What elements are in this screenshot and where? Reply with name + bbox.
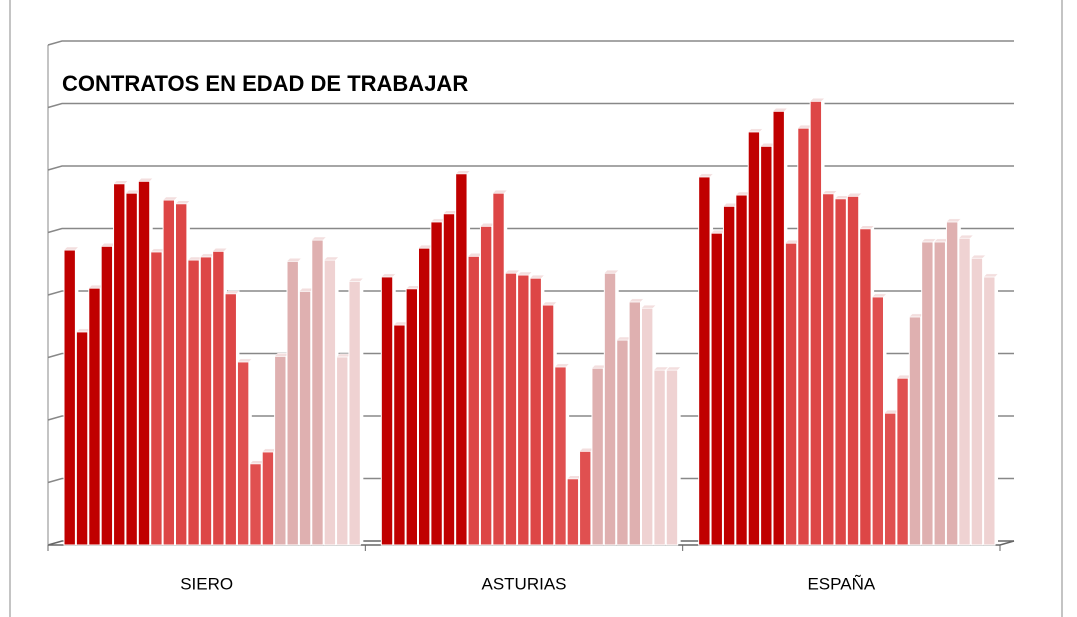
bar	[541, 304, 555, 546]
bar	[983, 276, 996, 546]
bar	[554, 366, 567, 546]
bar	[908, 316, 922, 546]
bar	[603, 272, 617, 546]
bar	[137, 180, 151, 546]
bar	[393, 324, 406, 546]
bar	[199, 256, 213, 546]
bar-side	[995, 273, 998, 545]
bar	[846, 195, 860, 546]
bar	[405, 288, 419, 546]
x-tick-label: ESPAÑA	[807, 574, 875, 593]
bar	[735, 194, 748, 546]
bar	[150, 251, 163, 546]
bar-side	[677, 367, 681, 545]
bar	[236, 361, 250, 546]
bar	[747, 131, 761, 546]
bar	[722, 205, 736, 546]
bar	[430, 221, 443, 546]
bar	[442, 213, 456, 546]
bar	[63, 249, 76, 546]
bar	[529, 277, 542, 546]
bar	[348, 280, 361, 546]
bar	[710, 232, 723, 546]
bar	[286, 260, 299, 546]
bar-side	[360, 278, 364, 545]
bar	[517, 274, 530, 546]
bar	[566, 478, 580, 546]
bar	[616, 339, 629, 546]
bar	[784, 242, 798, 546]
bar	[760, 145, 773, 546]
grid-line	[47, 165, 1014, 171]
bar	[261, 451, 275, 546]
bar	[323, 259, 337, 546]
bar	[896, 377, 909, 546]
bar	[579, 450, 592, 546]
bar	[628, 301, 641, 546]
bar	[455, 173, 468, 546]
bar	[249, 463, 262, 546]
bar	[88, 287, 101, 546]
chart-title: CONTRATOS EN EDAD DE TRABAJAR	[62, 71, 468, 96]
bar	[871, 296, 884, 546]
grid-line	[47, 40, 1014, 46]
bar	[504, 272, 518, 546]
grid-line	[47, 290, 1014, 296]
bar	[100, 245, 114, 546]
x-tick-label: ASTURIAS	[481, 574, 566, 593]
bar	[884, 412, 897, 546]
bar	[380, 276, 394, 546]
grid-line	[47, 102, 1014, 109]
bar	[641, 307, 654, 546]
bar	[162, 199, 176, 546]
grid-line	[47, 352, 1014, 359]
bar	[125, 192, 138, 546]
bar	[822, 193, 835, 546]
bar	[859, 228, 872, 546]
bar	[772, 110, 785, 546]
bar	[797, 127, 810, 546]
bar	[665, 369, 679, 546]
bar	[698, 176, 711, 546]
bar	[336, 356, 349, 546]
bar	[274, 355, 287, 546]
grid-line	[47, 227, 1014, 234]
bar	[921, 241, 934, 546]
bar	[175, 203, 188, 546]
bar	[418, 247, 431, 546]
bar	[653, 369, 666, 546]
x-tick-label: SIERO	[180, 574, 233, 593]
grid-line	[47, 477, 1014, 484]
bar	[492, 192, 505, 546]
bar	[933, 241, 946, 546]
bar	[467, 255, 480, 546]
bar	[113, 183, 126, 546]
bar	[945, 221, 959, 546]
bar	[311, 239, 324, 546]
bar	[591, 367, 604, 546]
bar	[834, 198, 847, 546]
grid-line	[47, 415, 1014, 421]
bar	[958, 237, 971, 546]
bar	[298, 290, 312, 546]
bar	[187, 259, 200, 546]
grid-line	[47, 540, 1014, 546]
bar	[479, 225, 493, 546]
bar	[212, 250, 225, 546]
bar	[809, 100, 823, 546]
bar	[970, 257, 984, 546]
bar	[75, 331, 89, 546]
bar	[224, 293, 237, 546]
